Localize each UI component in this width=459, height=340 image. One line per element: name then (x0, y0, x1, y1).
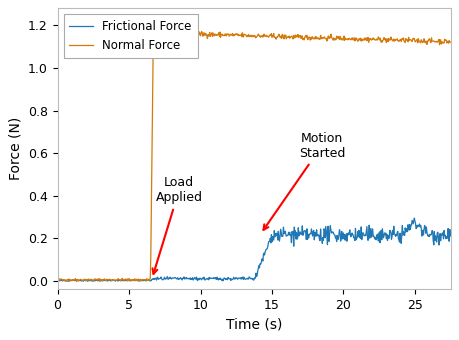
Frictional Force (55, 278, 61, 282)
Frictional Force (286, 233, 292, 237)
Normal Force (355, 39, 360, 43)
Frictional Force (144, 278, 150, 283)
Text: Motion
Started: Motion Started (263, 132, 345, 230)
Normal Force (97, 279, 103, 284)
Normal Force (174, 27, 180, 31)
Frictional Force (202, 278, 207, 282)
Normal Force (287, 36, 292, 40)
Line: Frictional Force: Frictional Force (58, 218, 450, 281)
Frictional Force (66, 279, 72, 283)
Legend: Frictional Force, Normal Force: Frictional Force, Normal Force (63, 14, 198, 58)
Line: Normal Force: Normal Force (58, 29, 450, 282)
Text: Load
Applied: Load Applied (152, 176, 202, 274)
Frictional Force (448, 234, 453, 238)
Frictional Force (354, 236, 360, 240)
Normal Force (245, 34, 251, 38)
Normal Force (144, 276, 150, 280)
Normal Force (202, 32, 208, 36)
Frictional Force (213, 277, 218, 281)
Normal Force (55, 277, 61, 282)
Frictional Force (245, 276, 250, 280)
Normal Force (213, 33, 219, 37)
X-axis label: Time (s): Time (s) (226, 318, 282, 332)
Normal Force (448, 40, 453, 44)
Y-axis label: Force (N): Force (N) (8, 117, 22, 181)
Frictional Force (412, 216, 417, 220)
